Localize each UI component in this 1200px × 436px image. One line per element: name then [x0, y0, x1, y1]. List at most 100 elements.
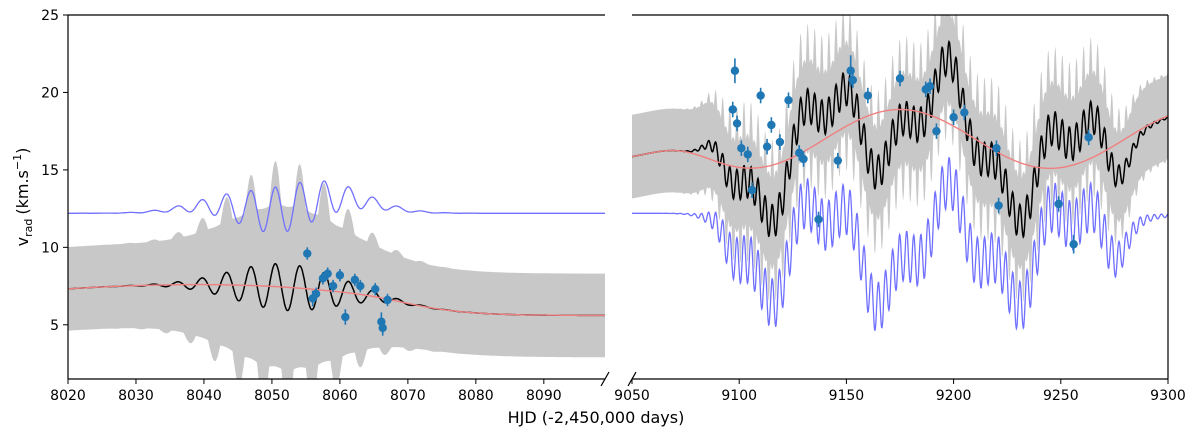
data-marker	[356, 281, 365, 291]
data-marker	[994, 201, 1003, 210]
observation-point	[767, 117, 776, 133]
observation-point	[303, 247, 312, 260]
observation-point	[335, 269, 345, 282]
data-marker	[728, 105, 737, 114]
observation-point	[732, 115, 742, 132]
observation-point	[371, 282, 380, 296]
data-marker	[743, 150, 752, 159]
observation-point	[323, 267, 332, 280]
x-tick-label: 8080	[458, 388, 494, 404]
observation-point	[383, 293, 392, 307]
x-tick-label: 8020	[50, 388, 86, 404]
data-marker	[863, 91, 873, 100]
observation-point	[1084, 129, 1093, 146]
data-marker	[341, 312, 350, 322]
observation-point	[863, 87, 873, 104]
data-marker	[747, 185, 757, 195]
model-line	[632, 39, 1168, 239]
y-axis-title: vrad (km.s−1)	[11, 148, 35, 247]
x-tick-label: 8050	[254, 388, 290, 404]
y-axis-unit-suffix: )	[13, 148, 32, 154]
uncertainty-band	[68, 161, 605, 379]
y-tick-label: 15	[41, 163, 59, 179]
data-marker	[992, 144, 1001, 153]
observation-point	[784, 92, 793, 108]
data-marker	[795, 148, 804, 158]
data-marker	[932, 126, 941, 136]
observation-point	[775, 134, 785, 150]
y-tick-label: 10	[41, 240, 59, 256]
observation-point	[341, 309, 350, 325]
observation-point	[895, 70, 905, 87]
observation-point	[932, 123, 941, 139]
observation-point	[378, 320, 387, 336]
observation-point	[799, 151, 808, 167]
observation-point	[848, 72, 858, 88]
data-marker	[799, 154, 808, 164]
observation-point	[743, 146, 752, 163]
left-plot-area	[68, 161, 605, 379]
y-axis-unit-superscript: −1	[11, 154, 24, 170]
observation-point	[756, 87, 765, 104]
y-tick-label: 25	[41, 8, 59, 24]
x-tick-label: 9300	[1150, 388, 1186, 404]
observation-point	[833, 152, 843, 169]
break-mark	[627, 371, 637, 387]
observation-point	[762, 138, 772, 155]
trend-line	[632, 108, 1168, 169]
observation-point	[311, 287, 321, 301]
left-panel: 8020 8030 8040 8050 8060 8070 8080 8090 5 10 15 20 2…	[41, 8, 605, 404]
data-marker	[1069, 240, 1078, 249]
data-marker	[925, 82, 935, 91]
data-marker	[371, 284, 380, 294]
data-marker	[895, 74, 905, 83]
right-axes: 9050 9100 9150 9200 9250 9300	[614, 14, 1186, 404]
x-tick-label: 8090	[526, 388, 562, 404]
observation-point	[960, 104, 969, 121]
data-marker	[1054, 199, 1063, 209]
data-marker	[784, 95, 793, 105]
x-tick-label: 9150	[829, 388, 865, 404]
data-marker	[335, 271, 345, 280]
data-marker	[350, 275, 360, 285]
data-marker	[378, 323, 387, 333]
data-marker	[328, 281, 338, 291]
observation-point	[992, 140, 1001, 156]
observation-point	[925, 78, 935, 94]
observation-point	[994, 197, 1003, 214]
data-marker	[303, 249, 312, 258]
x-tick-label: 9250	[1043, 388, 1079, 404]
data-marker	[730, 66, 740, 75]
x-tick-label: 8060	[322, 388, 358, 404]
observation-point	[328, 279, 338, 293]
data-marker	[732, 119, 742, 128]
data-marker	[833, 156, 843, 165]
left-axes: 8020 8030 8040 8050 8060 8070 8080 8090 5 10 15 20 2…	[41, 8, 605, 404]
offset-model-line	[632, 156, 1168, 331]
observation-point	[949, 109, 958, 125]
x-tick-label: 8030	[118, 388, 154, 404]
data-marker	[767, 120, 776, 130]
x-tick-label: 8040	[186, 388, 222, 404]
observation-point	[814, 211, 823, 228]
observation-point	[730, 58, 740, 84]
data-marker	[960, 108, 969, 117]
y-tick-label: 20	[41, 85, 59, 101]
y-tick-label: 5	[50, 318, 59, 334]
trend-line	[68, 283, 605, 317]
observation-point	[1054, 196, 1063, 212]
data-marker	[848, 75, 858, 85]
right-plot-area	[632, 15, 1168, 331]
axis-break-marks	[600, 371, 637, 387]
break-mark	[600, 371, 610, 387]
data-marker	[383, 295, 392, 305]
data-marker	[762, 142, 772, 151]
y-axis-subscript: rad	[22, 219, 35, 237]
offset-model-line	[68, 180, 605, 233]
y-axis-unit-prefix: (km.s	[13, 170, 32, 215]
data-marker	[775, 137, 785, 147]
data-marker	[323, 269, 332, 278]
observation-point	[737, 140, 746, 156]
data-marker	[814, 215, 823, 224]
